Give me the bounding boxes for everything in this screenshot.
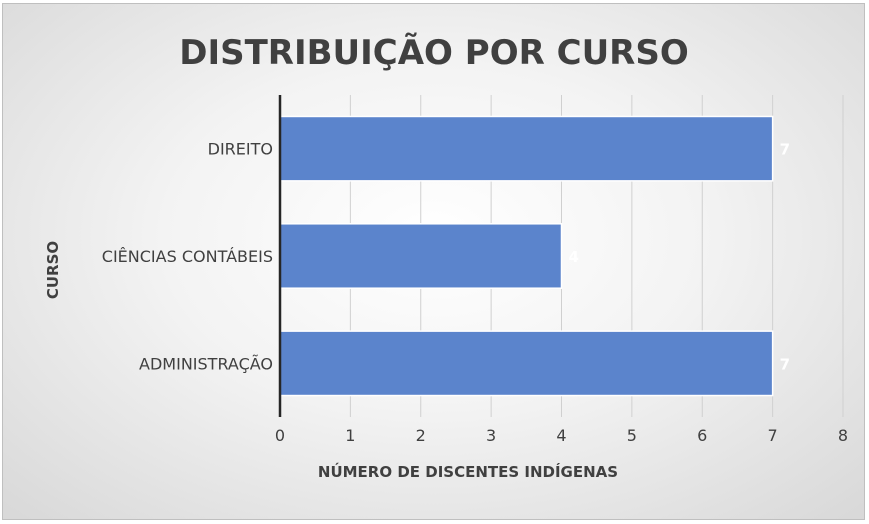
category-labels: DIREITO CIÊNCIAS CONTÁBEIS ADMINISTRAÇÃO xyxy=(102,140,273,374)
data-label: 4 xyxy=(569,248,579,266)
x-tick-label: 0 xyxy=(275,426,285,445)
data-label: 7 xyxy=(780,141,790,159)
x-tick-label: 6 xyxy=(697,426,707,445)
bar xyxy=(279,330,774,397)
x-axis-title: NÚMERO DE DISCENTES INDÍGENAS xyxy=(318,462,618,481)
data-labels: 7 4 7 xyxy=(569,141,791,374)
bar xyxy=(279,223,563,289)
category-label: ADMINISTRAÇÃO xyxy=(139,354,273,373)
x-tick-label: 3 xyxy=(486,426,496,445)
y-axis-title: CURSO xyxy=(44,241,62,299)
chart-title: DISTRIBUIÇÃO POR CURSO xyxy=(179,32,689,73)
x-tick-label: 2 xyxy=(416,426,426,445)
x-tick-label: 7 xyxy=(768,426,778,445)
bars xyxy=(279,115,774,397)
category-label: DIREITO xyxy=(208,140,273,159)
data-label: 7 xyxy=(780,355,790,373)
x-tick-label: 4 xyxy=(556,426,566,445)
x-tick-label: 5 xyxy=(627,426,637,445)
x-tick-label: 1 xyxy=(345,426,355,445)
bar xyxy=(279,115,774,182)
x-tick-label: 8 xyxy=(838,426,848,445)
x-tick-labels: 0 1 2 3 4 5 6 7 8 xyxy=(275,426,848,445)
category-label: CIÊNCIAS CONTÁBEIS xyxy=(102,247,273,266)
